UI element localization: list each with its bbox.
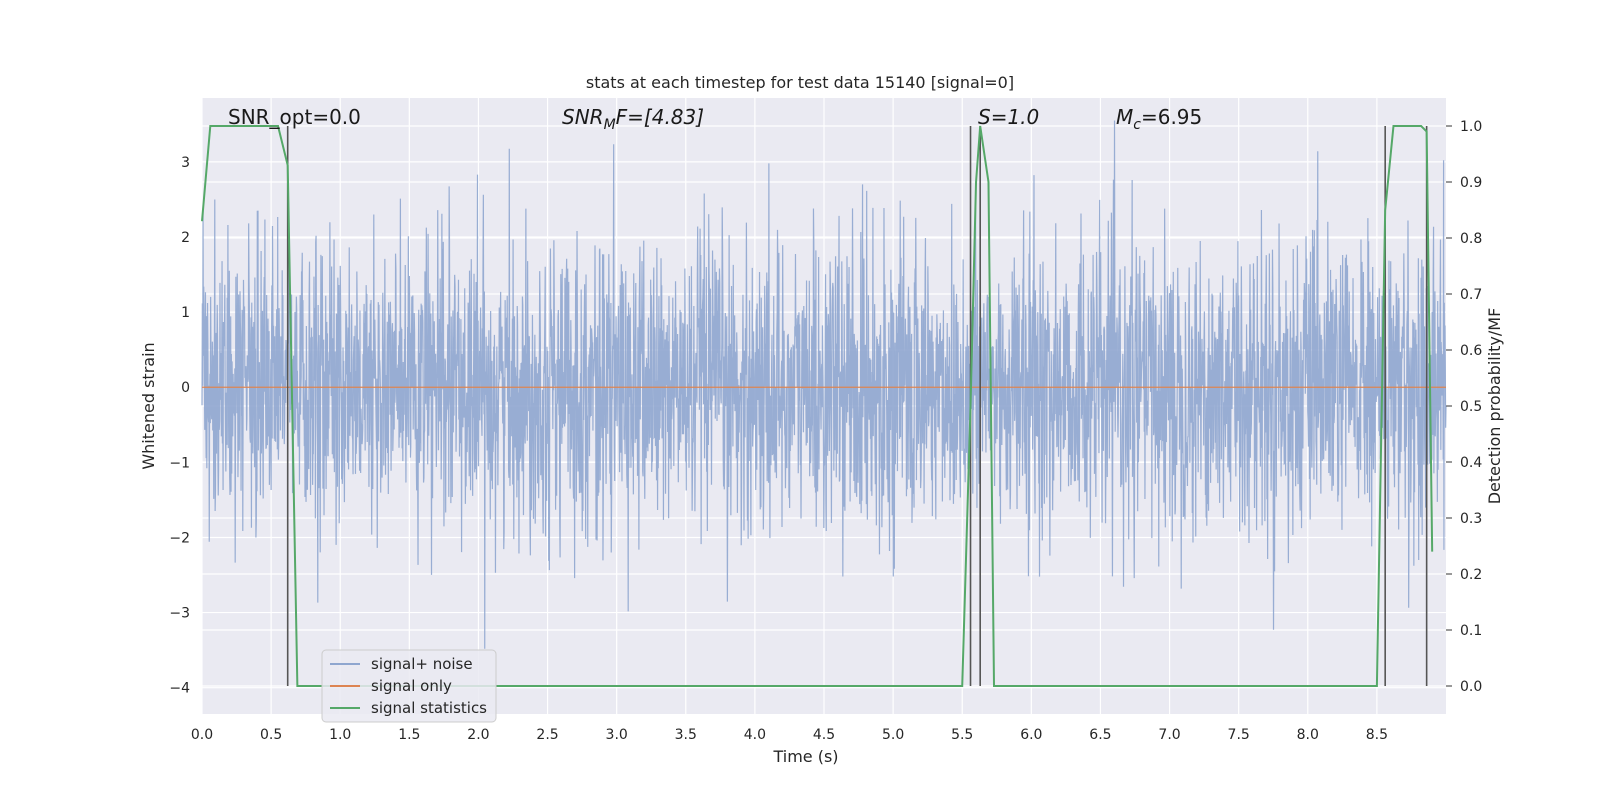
x-tick-label: 8.5 [1366, 727, 1388, 743]
series-signal-noise [201, 120, 1447, 649]
mc-rest: =6.95 [1141, 105, 1202, 129]
x-tick-label: 3.5 [675, 727, 697, 743]
y2-tick-label: 0.7 [1460, 287, 1482, 303]
legend-label-noise: signal+ noise [371, 655, 473, 673]
legend: signal+ noise signal only signal statist… [321, 649, 497, 723]
y-axis-label: Whitened strain [139, 342, 158, 469]
y2-tick-label: 0.6 [1460, 343, 1482, 359]
x-tick-label: 7.5 [1228, 727, 1250, 743]
statistics-line [201, 125, 1434, 687]
y2-axis-label: Detection probability/MF [1485, 308, 1504, 505]
legend-label-stats: signal statistics [371, 699, 487, 717]
y2-tick-label: 0.0 [1460, 679, 1482, 695]
x-tick-label: 0.0 [191, 727, 213, 743]
x-tick-label: 7.0 [1158, 727, 1180, 743]
y2-tick-label: 0.2 [1460, 567, 1482, 583]
x-tick-label: 1.0 [329, 727, 351, 743]
y2-tick-label: 0.5 [1460, 399, 1482, 415]
x-tick-label: 4.0 [744, 727, 766, 743]
annotation-s-stat: S=1.0 [978, 105, 1039, 129]
y2-tick-label: 0.1 [1460, 623, 1482, 639]
y-tick-label: −3 [169, 606, 190, 622]
snr-mf-sub: M [604, 117, 616, 133]
x-tick-label: 5.5 [951, 727, 973, 743]
y-tick-label: −2 [169, 530, 190, 546]
x-tick-label: 1.5 [398, 727, 420, 743]
y2-tick-label: 1.0 [1460, 119, 1482, 135]
x-tick-label: 8.0 [1297, 727, 1319, 743]
x-tick-label: 0.5 [260, 727, 282, 743]
series-signal-statistics [201, 125, 1434, 687]
mc-sub: c [1133, 117, 1141, 133]
x-tick-label: 3.0 [606, 727, 628, 743]
snr-mf-base: SNR [562, 105, 604, 129]
y2-tick-label: 0.9 [1460, 175, 1482, 191]
mc-base: M [1116, 105, 1133, 129]
axis-ticks: 0.0 0.5 1.0 1.5 2.0 2.5 3.0 3.5 4.0 4.5 5.0 5.5 6.0 6… [169, 119, 1482, 743]
x-tick-label: 2.0 [467, 727, 489, 743]
legend-box [321, 649, 497, 723]
annotation-mc: Mc=6.95 [1116, 105, 1202, 133]
y-tick-label: 2 [181, 230, 190, 246]
y2-tick-label: 0.8 [1460, 231, 1482, 247]
legend-label-signal: signal only [371, 677, 452, 695]
x-tick-label: 6.0 [1020, 727, 1042, 743]
y-tick-label: 1 [181, 305, 190, 321]
annotation-snr-opt: SNR_opt=0.0 [228, 105, 361, 129]
x-tick-label: 6.5 [1089, 727, 1111, 743]
noise-line [201, 120, 1447, 649]
snr-mf-rest: F=[4.83] [616, 105, 704, 129]
y-tick-label: −4 [169, 681, 190, 697]
y-tick-label: 3 [181, 155, 190, 171]
y2-tick-label: 0.4 [1460, 455, 1482, 471]
y-tick-label: −1 [169, 455, 190, 471]
s-stat: S=1.0 [978, 105, 1039, 129]
x-tick-label: 5.0 [882, 727, 904, 743]
annotation-snr-mf: SNRMF=[4.83] [562, 105, 704, 133]
x-axis-label: Time (s) [772, 747, 838, 766]
x-tick-label: 2.5 [536, 727, 558, 743]
y-tick-label: 0 [181, 380, 190, 396]
chart-title: stats at each timestep for test data 151… [586, 73, 1014, 92]
y2-tick-label: 0.3 [1460, 511, 1482, 527]
x-tick-label: 4.5 [813, 727, 835, 743]
